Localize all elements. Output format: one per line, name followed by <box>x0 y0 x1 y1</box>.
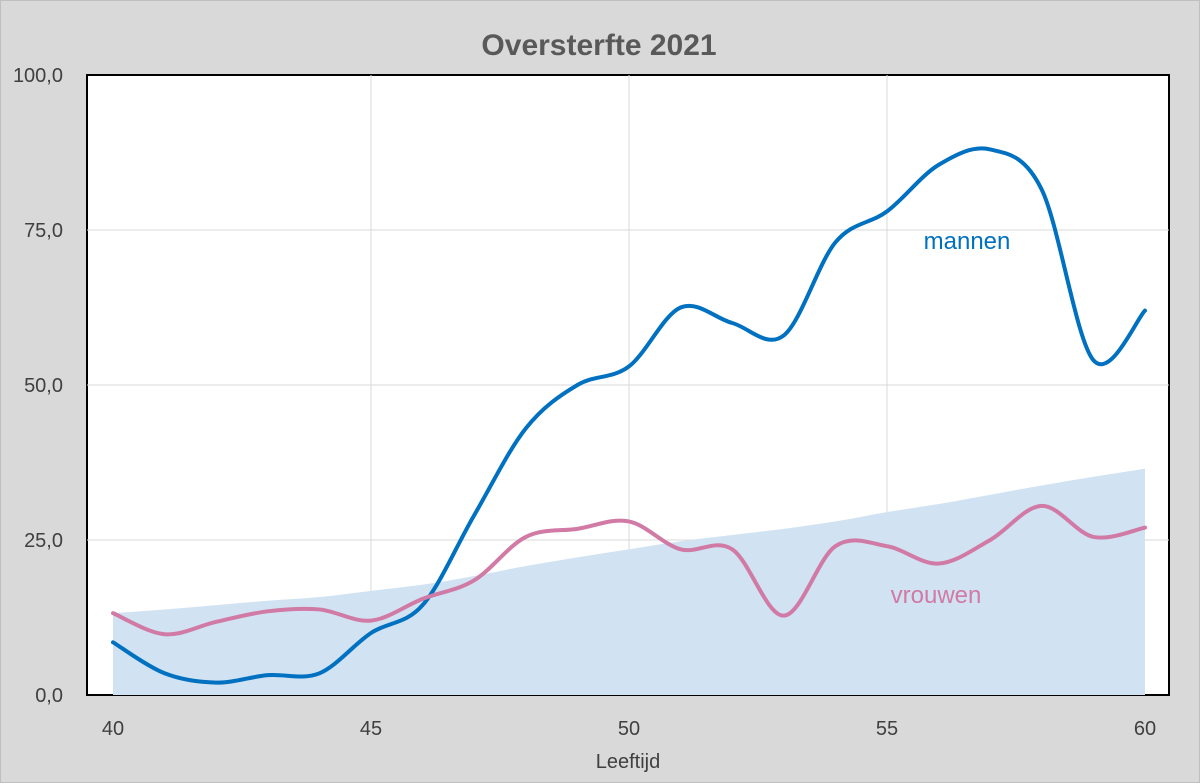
x-tick-label: 45 <box>360 718 382 740</box>
baseline-area-fill <box>113 468 1145 695</box>
series-line-vrouwen <box>111 503 1147 637</box>
x-tick-label: 40 <box>102 718 124 740</box>
y-tick-label: 0,0 <box>35 685 63 707</box>
series-lines <box>111 146 1147 685</box>
x-axis-ticks: 40 45 50 55 60 <box>102 718 1156 740</box>
series-label-mannen: mannen <box>924 228 1011 255</box>
y-tick-label: 100,0 <box>13 65 63 87</box>
y-axis-ticks: 0,0 25,0 50,0 75,0 100,0 <box>13 65 63 707</box>
y-tick-label: 25,0 <box>24 530 63 552</box>
x-tick-label: 50 <box>618 718 640 740</box>
x-tick-label: 55 <box>876 718 898 740</box>
series-line-mannen <box>111 146 1147 685</box>
y-tick-label: 75,0 <box>24 220 63 242</box>
x-axis-label: Leeftijd <box>596 751 661 773</box>
chart-title: Oversterfte 2021 <box>481 29 716 62</box>
baseline-area <box>113 468 1145 695</box>
x-tick-label: 60 <box>1134 718 1156 740</box>
y-tick-label: 50,0 <box>24 375 63 397</box>
series-label-vrouwen: vrouwen <box>891 582 982 609</box>
